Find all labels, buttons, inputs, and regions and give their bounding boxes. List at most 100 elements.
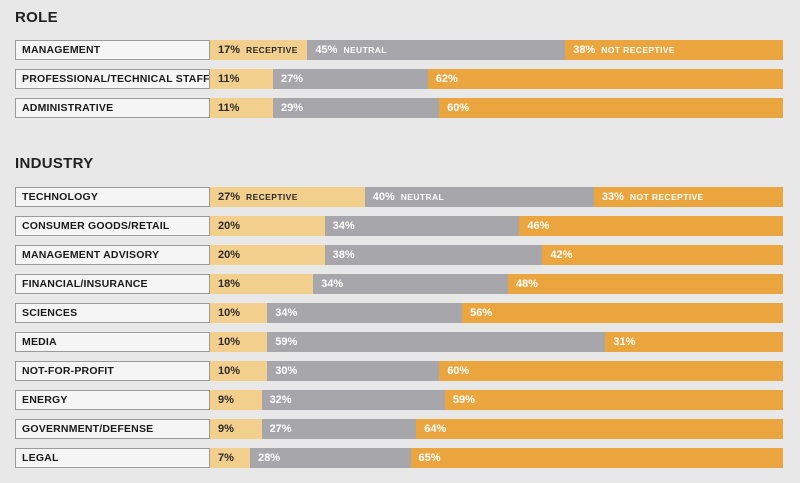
stacked-bar: 18% 34% 48% <box>210 274 783 294</box>
bar-segment-receptive: 9% <box>210 390 262 410</box>
value-label: 17% RECEPTIVE <box>218 44 298 56</box>
stacked-bar: 17% RECEPTIVE 45% NEUTRAL 38% NOT RECEPTIVE <box>210 40 783 60</box>
bar-segment-neutral: 59% <box>267 332 606 352</box>
bar-segment-notrec: 62% <box>427 69 783 89</box>
bar-row: ADMINISTRATIVE 11% 29% 60% <box>15 98 783 118</box>
value-label: 34% <box>275 307 298 319</box>
bar-segment-notrec: 48% <box>507 274 783 294</box>
bar-segment-receptive: 20% <box>210 245 325 265</box>
bar-segment-receptive: 11% <box>210 69 274 89</box>
category-label: MEDIA <box>15 332 210 352</box>
bar-segment-neutral: 27% <box>261 419 417 439</box>
bar-row: NOT-FOR-PROFIT 10% 30% 60% <box>15 361 783 381</box>
value-label: 42% <box>550 249 573 261</box>
bar-segment-notrec: 56% <box>462 303 783 323</box>
value-label: 10% <box>218 365 241 377</box>
value-label: 10% <box>218 336 241 348</box>
bar-segment-receptive: 18% <box>210 274 314 294</box>
bar-segment-receptive: 17% RECEPTIVE <box>210 40 308 60</box>
bar-segment-neutral: 34% <box>313 274 508 294</box>
value-label: 38% <box>332 249 355 261</box>
bar-row: MEDIA 10% 59% 31% <box>15 332 783 352</box>
bar-segment-receptive: 9% <box>210 419 262 439</box>
value-label: 9% <box>218 394 234 406</box>
bar-row: GOVERNMENT/DEFENSE 9% 27% 64% <box>15 419 783 439</box>
value-label: 30% <box>275 365 298 377</box>
value-label: 34% <box>332 220 355 232</box>
category-label: MANAGEMENT ADVISORY <box>15 245 210 265</box>
bar-segment-notrec: 42% <box>542 245 783 265</box>
value-label: 27% <box>281 73 304 85</box>
stacked-bar: 20% 34% 46% <box>210 216 783 236</box>
bar-segment-neutral: 34% <box>324 216 520 236</box>
bar-segment-notrec: 33% NOT RECEPTIVE <box>593 187 783 207</box>
bar-row: MANAGEMENT 17% RECEPTIVE 45% NEUTRAL 38% NOT R… <box>15 40 783 60</box>
value-label: 34% <box>321 278 344 290</box>
value-label: 40% NEUTRAL <box>372 191 445 203</box>
bar-segment-neutral: 32% <box>261 390 445 410</box>
stacked-bar: 7% 28% 65% <box>210 448 783 468</box>
value-label: 45% NEUTRAL <box>315 44 387 56</box>
bar-segment-notrec: 60% <box>439 98 783 118</box>
bar-segment-receptive: 10% <box>210 332 268 352</box>
stacked-bar: 10% 59% 31% <box>210 332 783 352</box>
bar-segment-receptive: 20% <box>210 216 325 236</box>
value-label: 28% <box>258 452 281 464</box>
stacked-bar: 10% 30% 60% <box>210 361 783 381</box>
value-label: 48% <box>515 278 538 290</box>
bar-row: TECHNOLOGY 27% RECEPTIVE 40% NEUTRAL 33% NOT R… <box>15 187 783 207</box>
value-label: 7% <box>218 452 234 464</box>
value-label: 10% <box>218 307 241 319</box>
bar-segment-receptive: 27% RECEPTIVE <box>210 187 365 207</box>
bar-row: LEGAL 7% 28% 65% <box>15 448 783 468</box>
stacked-bar: 9% 27% 64% <box>210 419 783 439</box>
bar-segment-notrec: 46% <box>519 216 783 236</box>
bar-segment-receptive: 7% <box>210 448 251 468</box>
value-label: 9% <box>218 423 234 435</box>
stacked-bar: 10% 34% 56% <box>210 303 783 323</box>
bar-segment-neutral: 45% NEUTRAL <box>307 40 566 60</box>
bar-row: PROFESSIONAL/TECHNICAL STAFF 11% 27% 62% <box>15 69 783 89</box>
bar-row: SCIENCES 10% 34% 56% <box>15 303 783 323</box>
value-label: 33% NOT RECEPTIVE <box>601 191 704 203</box>
value-label: 20% <box>218 249 241 261</box>
bar-segment-notrec: 64% <box>416 419 783 439</box>
value-label: 29% <box>281 102 304 114</box>
bar-segment-receptive: 11% <box>210 98 274 118</box>
category-label: FINANCIAL/INSURANCE <box>15 274 210 294</box>
value-label: 20% <box>218 220 241 232</box>
bar-row: MANAGEMENT ADVISORY 20% 38% 42% <box>15 245 783 265</box>
stacked-bar: 11% 29% 60% <box>210 98 783 118</box>
value-label: 11% <box>218 73 240 85</box>
category-label: ADMINISTRATIVE <box>15 98 210 118</box>
bar-segment-receptive: 10% <box>210 303 268 323</box>
value-label: 46% <box>527 220 550 232</box>
bar-segment-neutral: 27% <box>273 69 428 89</box>
stacked-bar: 20% 38% 42% <box>210 245 783 265</box>
series-label: NOT RECEPTIVE <box>601 45 675 55</box>
bar-row: CONSUMER GOODS/RETAIL 20% 34% 46% <box>15 216 783 236</box>
value-label: 32% <box>269 394 292 406</box>
value-label: 59% <box>275 336 298 348</box>
value-label: 27% <box>269 423 292 435</box>
value-label: 31% <box>613 336 636 348</box>
bar-row: ENERGY 9% 32% 59% <box>15 390 783 410</box>
section-title-role: ROLE <box>15 9 58 26</box>
bar-segment-neutral: 38% <box>324 245 543 265</box>
category-label: MANAGEMENT <box>15 40 210 60</box>
bar-segment-neutral: 28% <box>250 448 411 468</box>
category-label: SCIENCES <box>15 303 210 323</box>
series-label: NEUTRAL <box>343 45 387 55</box>
category-label: PROFESSIONAL/TECHNICAL STAFF <box>15 69 210 89</box>
category-label: NOT-FOR-PROFIT <box>15 361 210 381</box>
value-label: 27% RECEPTIVE <box>218 191 298 203</box>
category-label: GOVERNMENT/DEFENSE <box>15 419 210 439</box>
value-label: 18% <box>218 278 241 290</box>
bar-segment-neutral: 29% <box>273 98 440 118</box>
category-label: ENERGY <box>15 390 210 410</box>
stacked-bar: 11% 27% 62% <box>210 69 783 89</box>
value-label: 60% <box>447 365 470 377</box>
section-title-industry: INDUSTRY <box>15 155 94 172</box>
bar-segment-neutral: 30% <box>267 361 440 381</box>
value-label: 64% <box>424 423 447 435</box>
